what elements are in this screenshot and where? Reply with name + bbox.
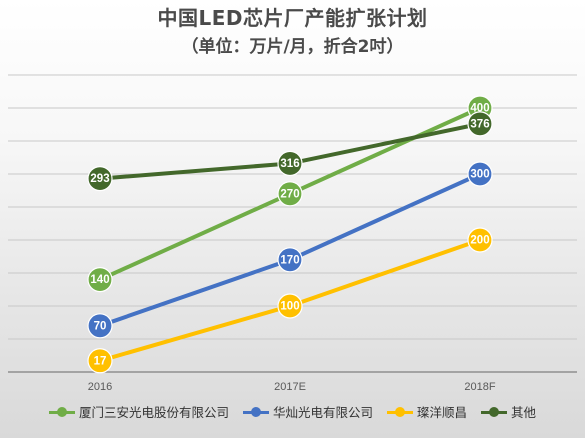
data-label: 200 (470, 235, 489, 247)
data-label: 70 (94, 320, 107, 332)
legend-item: 华灿光电有限公司 (242, 402, 373, 421)
chart-legend: 厦门三安光电股份有限公司 华灿光电有限公司 璨洋顺昌 其他 (0, 402, 585, 421)
legend-swatch (481, 406, 508, 418)
legend-swatch (48, 406, 75, 418)
data-label: 17 (94, 355, 107, 367)
data-label: 170 (280, 254, 299, 266)
legend-label: 厦门三安光电股份有限公司 (78, 405, 229, 420)
legend-item: 厦门三安光电股份有限公司 (48, 402, 229, 421)
chart-subtitle: （单位：万片/月，折合2吋） (181, 37, 404, 57)
data-label: 300 (470, 169, 489, 181)
data-point-marker (277, 293, 303, 319)
data-label: 376 (470, 118, 489, 130)
data-label: 293 (90, 173, 109, 185)
legend-item: 璨洋顺昌 (387, 402, 467, 421)
data-point-marker (277, 247, 303, 273)
line-chart: 2016 2017E 2018F 140 270 400 70 170 300 17 100 200 2… (8, 74, 577, 393)
legend-swatch (387, 406, 413, 418)
data-point-marker (277, 150, 303, 177)
x-tick-label: 2017E (274, 381, 306, 393)
legend-swatch (242, 406, 269, 418)
data-label: 316 (280, 158, 299, 170)
chart-title: 中国LED芯片厂产能扩张计划 (157, 6, 428, 30)
legend-label: 华灿光电有限公司 (272, 405, 373, 420)
data-point-marker (87, 166, 113, 192)
data-label: 100 (280, 301, 299, 313)
data-label: 140 (90, 274, 109, 286)
legend-item: 其他 (481, 402, 536, 421)
legend-label: 璨洋顺昌 (417, 405, 468, 420)
data-label: 400 (470, 103, 489, 115)
data-point-marker (467, 111, 493, 137)
x-tick-label: 2016 (88, 381, 112, 393)
data-point-marker (87, 267, 113, 293)
data-point-marker (87, 313, 113, 339)
x-tick-label: 2018F (464, 381, 495, 393)
data-point-marker (467, 161, 493, 187)
legend-label: 其他 (511, 405, 537, 420)
data-point-marker (87, 348, 113, 374)
data-point-marker (277, 181, 303, 207)
data-point-marker (467, 227, 493, 253)
data-label: 270 (280, 188, 299, 200)
